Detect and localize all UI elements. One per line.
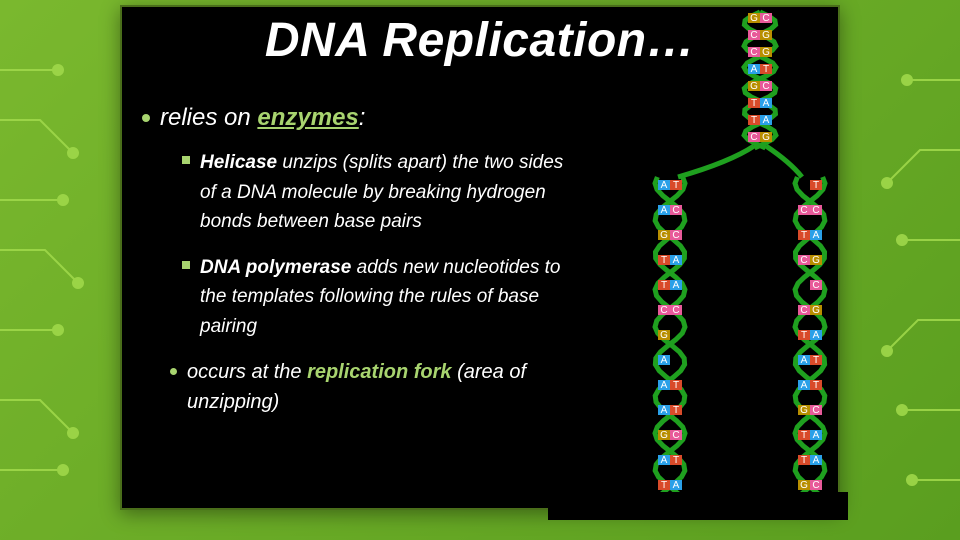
svg-text:C: C bbox=[672, 430, 679, 441]
svg-text:A: A bbox=[673, 255, 680, 266]
svg-text:G: G bbox=[800, 480, 808, 491]
svg-text:T: T bbox=[673, 380, 679, 391]
slide-card: DNA Replication… relies on enzymes: Heli… bbox=[120, 5, 840, 510]
bullet-text: relies on enzymes: bbox=[160, 102, 365, 134]
svg-text:C: C bbox=[812, 405, 819, 416]
svg-text:T: T bbox=[801, 330, 807, 341]
svg-text:A: A bbox=[661, 380, 668, 391]
svg-text:C: C bbox=[800, 255, 807, 266]
svg-text:C: C bbox=[750, 132, 757, 143]
svg-text:C: C bbox=[800, 205, 807, 216]
svg-text:A: A bbox=[661, 405, 668, 416]
svg-text:T: T bbox=[673, 180, 679, 191]
text-fragment: : bbox=[359, 104, 366, 131]
bullet-level1-sub: occurs at the replication fork (area of … bbox=[170, 357, 582, 417]
svg-text:G: G bbox=[762, 30, 770, 41]
svg-text:T: T bbox=[813, 380, 819, 391]
svg-text:A: A bbox=[801, 380, 808, 391]
slide-content: relies on enzymes: Helicase unzips (spli… bbox=[142, 102, 582, 417]
svg-text:C: C bbox=[750, 47, 757, 58]
svg-text:A: A bbox=[661, 180, 668, 191]
svg-text:C: C bbox=[762, 81, 769, 92]
svg-text:T: T bbox=[801, 230, 807, 241]
svg-text:G: G bbox=[750, 81, 758, 92]
svg-text:A: A bbox=[673, 280, 680, 291]
svg-text:G: G bbox=[800, 405, 808, 416]
svg-text:T: T bbox=[801, 455, 807, 466]
svg-text:T: T bbox=[801, 430, 807, 441]
bullet-level1: relies on enzymes: bbox=[142, 102, 582, 134]
svg-text:A: A bbox=[661, 455, 668, 466]
svg-text:A: A bbox=[813, 230, 820, 241]
dna-diagram: GCCGCGATGCTATACGATACGCTATACCGAATATGCATTA… bbox=[590, 2, 850, 517]
svg-text:G: G bbox=[660, 430, 668, 441]
svg-text:A: A bbox=[813, 455, 820, 466]
svg-text:A: A bbox=[813, 430, 820, 441]
svg-text:T: T bbox=[661, 480, 667, 491]
svg-text:T: T bbox=[813, 180, 819, 191]
svg-text:G: G bbox=[812, 255, 820, 266]
svg-text:C: C bbox=[812, 480, 819, 491]
svg-text:A: A bbox=[813, 330, 820, 341]
bullet-square-icon bbox=[182, 261, 190, 269]
bold-word: Helicase bbox=[200, 152, 277, 173]
bullet-text: Helicase unzips (splits apart) the two s… bbox=[200, 148, 582, 236]
bottom-bar bbox=[548, 492, 848, 520]
svg-text:C: C bbox=[762, 13, 769, 24]
svg-text:T: T bbox=[661, 280, 667, 291]
svg-text:C: C bbox=[812, 205, 819, 216]
svg-text:C: C bbox=[672, 305, 679, 316]
svg-text:C: C bbox=[750, 30, 757, 41]
svg-text:G: G bbox=[750, 13, 758, 24]
svg-text:G: G bbox=[660, 230, 668, 241]
bullet-level2: Helicase unzips (splits apart) the two s… bbox=[182, 148, 582, 236]
bullet-dot-icon bbox=[170, 368, 177, 375]
accent-word: replication fork bbox=[307, 361, 451, 383]
svg-text:C: C bbox=[812, 280, 819, 291]
svg-text:C: C bbox=[800, 305, 807, 316]
svg-text:G: G bbox=[660, 330, 668, 341]
svg-text:C: C bbox=[672, 230, 679, 241]
svg-text:A: A bbox=[673, 480, 680, 491]
bullet-text: DNA polymerase adds new nucleotides to t… bbox=[200, 253, 582, 341]
svg-text:T: T bbox=[673, 405, 679, 416]
svg-text:A: A bbox=[763, 98, 770, 109]
svg-text:T: T bbox=[751, 98, 757, 109]
bullet-dot-icon bbox=[142, 114, 150, 122]
svg-text:A: A bbox=[751, 64, 758, 75]
bullet-level2: DNA polymerase adds new nucleotides to t… bbox=[182, 253, 582, 341]
svg-text:A: A bbox=[661, 205, 668, 216]
text-fragment: occurs at the bbox=[187, 361, 307, 383]
svg-text:T: T bbox=[763, 64, 769, 75]
svg-text:T: T bbox=[673, 455, 679, 466]
svg-text:C: C bbox=[672, 205, 679, 216]
bullet-square-icon bbox=[182, 156, 190, 164]
svg-text:G: G bbox=[812, 305, 820, 316]
svg-text:A: A bbox=[801, 355, 808, 366]
svg-text:T: T bbox=[661, 255, 667, 266]
svg-text:A: A bbox=[763, 115, 770, 126]
text-fragment: relies on bbox=[160, 104, 257, 131]
svg-text:T: T bbox=[751, 115, 757, 126]
svg-text:G: G bbox=[762, 47, 770, 58]
accent-word: enzymes bbox=[257, 104, 358, 131]
bullet-text: occurs at the replication fork (area of … bbox=[187, 357, 582, 417]
svg-text:G: G bbox=[762, 132, 770, 143]
svg-text:T: T bbox=[813, 355, 819, 366]
svg-text:A: A bbox=[661, 355, 668, 366]
bold-word: DNA polymerase bbox=[200, 257, 351, 278]
svg-text:C: C bbox=[660, 305, 667, 316]
